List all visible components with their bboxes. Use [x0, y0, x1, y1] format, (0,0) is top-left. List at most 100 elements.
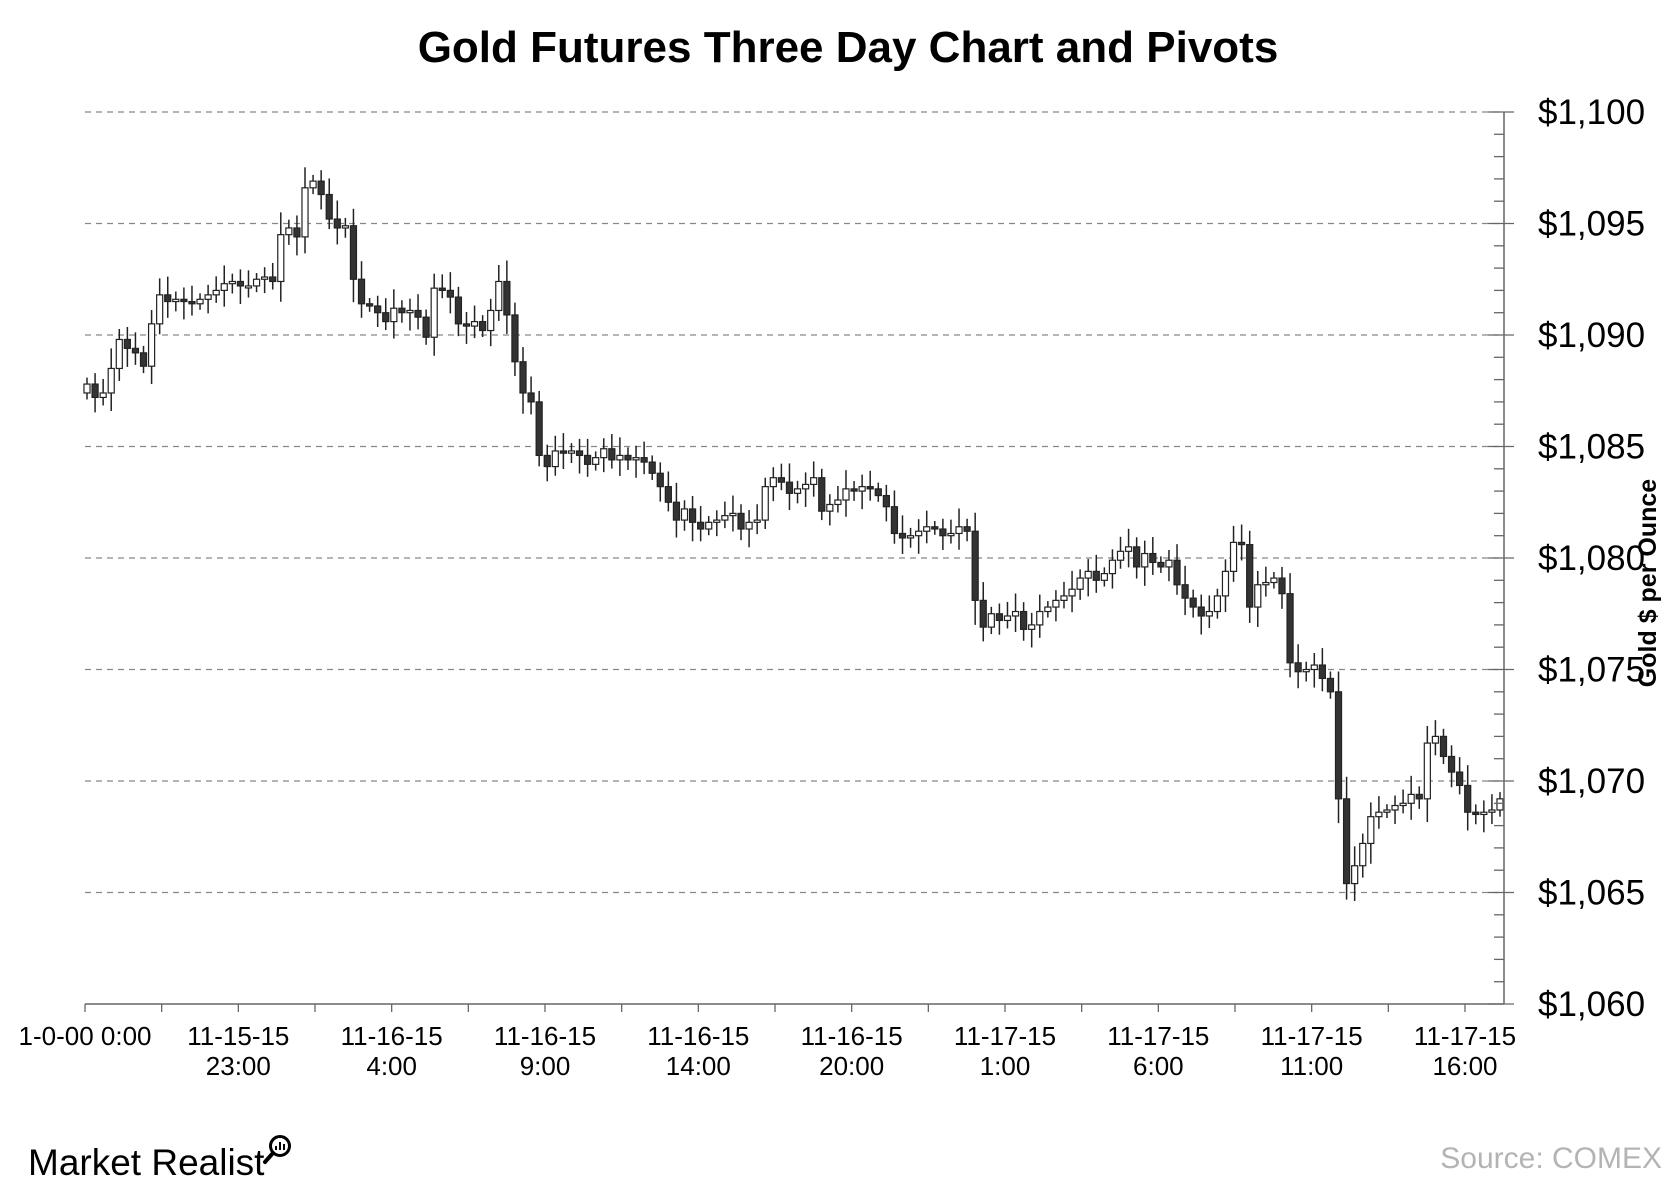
candle [495, 264, 503, 321]
brand-name: Market Realist [28, 1142, 265, 1183]
candle [1270, 572, 1278, 589]
candle [1262, 566, 1270, 597]
candle-body [624, 454, 632, 461]
candle-body [164, 294, 172, 303]
candle-body [955, 526, 963, 535]
candle-body [1149, 552, 1157, 564]
candle [406, 298, 414, 331]
candle [527, 376, 535, 415]
candle [705, 516, 713, 536]
candle [188, 285, 196, 316]
candle-body [616, 454, 624, 461]
candle [1423, 725, 1431, 823]
candle-body [365, 303, 374, 307]
candle [1092, 554, 1100, 593]
candle-body [1496, 798, 1504, 811]
candle [939, 518, 947, 550]
candle-body [1375, 811, 1383, 818]
x-tick-label: 11-15-15 [187, 1021, 289, 1051]
candle [624, 447, 632, 470]
candle [374, 295, 382, 327]
candle-body [1270, 577, 1278, 584]
candle-body [317, 180, 325, 196]
candle [688, 496, 697, 542]
candle-body [656, 472, 664, 488]
magnifier-icon [263, 1135, 291, 1164]
candle [1286, 573, 1294, 678]
y-tick-label: $1,095 [1538, 205, 1645, 244]
candle-body [91, 383, 99, 399]
candle-body [454, 296, 463, 325]
candle [535, 390, 543, 467]
candle [236, 269, 245, 305]
candle [1310, 652, 1318, 688]
candle [697, 506, 705, 542]
candle [325, 178, 333, 230]
candle-body [1415, 793, 1423, 800]
candle-body [567, 450, 576, 454]
x-tick-label: 1-0-00 0:00 [19, 1021, 152, 1051]
candle-body [1480, 811, 1488, 816]
candle-body [115, 338, 123, 370]
candle [228, 273, 236, 294]
candlesticks [83, 167, 1504, 901]
candle-body [220, 283, 228, 291]
y-tick-label: $1,100 [1538, 93, 1645, 132]
candle [559, 433, 568, 470]
candle [583, 438, 592, 477]
candle [220, 265, 228, 307]
candle [1254, 570, 1262, 627]
candle-body [1108, 559, 1117, 575]
candle [107, 348, 115, 412]
candle-body [188, 300, 196, 305]
candle [1391, 795, 1399, 825]
candle-body [1318, 664, 1326, 680]
candle [1334, 671, 1343, 824]
candle-body [1464, 784, 1472, 813]
x-tick-label-time: 1:00 [980, 1051, 1031, 1081]
candle [1100, 567, 1108, 587]
candle [1359, 833, 1367, 878]
candle-body [180, 298, 188, 303]
candle-body [1019, 610, 1028, 630]
candle-body [915, 530, 923, 537]
x-axis: 1-0-00 0:00 11-15-1523:0011-16-154:0011-1… [19, 1003, 1516, 1081]
candle-body [1342, 798, 1351, 885]
candle-body [850, 488, 858, 492]
candle [365, 297, 374, 312]
candle-body [172, 298, 180, 303]
candle-body [1157, 561, 1165, 568]
candle [1060, 581, 1068, 609]
candle-body [99, 392, 107, 399]
candle [1141, 540, 1149, 586]
candle-body [1052, 599, 1060, 608]
candle [818, 468, 826, 521]
candle-body [1173, 559, 1181, 586]
x-tick-label: 11-17-15 [1261, 1021, 1363, 1051]
y-tick-label: $1,080 [1538, 539, 1645, 578]
candle-body [608, 448, 616, 461]
candle [1044, 601, 1052, 618]
candle-body [721, 515, 729, 521]
y-tick-label: $1,060 [1538, 985, 1645, 1024]
candle [640, 441, 648, 475]
candle-body [1011, 610, 1020, 617]
candle-body [1286, 593, 1294, 664]
candle [1431, 720, 1440, 756]
candle-body [640, 457, 648, 463]
candle-body [1221, 570, 1230, 597]
candle [1019, 602, 1028, 641]
candle [1205, 595, 1213, 629]
candle [882, 484, 890, 522]
candle-body [1003, 615, 1012, 622]
candle [769, 467, 777, 502]
candle [1399, 789, 1407, 814]
candle [1052, 590, 1060, 622]
candle-body [793, 488, 802, 494]
candle [1351, 846, 1359, 901]
chart-title: Gold Futures Three Day Chart and Pivots [418, 23, 1279, 72]
candle [1439, 728, 1448, 765]
y-axis: $1,060 $1,065 $1,070 $1,075 $1,080 $1,085 $1,0… [1488, 93, 1645, 1024]
candle [753, 504, 761, 535]
